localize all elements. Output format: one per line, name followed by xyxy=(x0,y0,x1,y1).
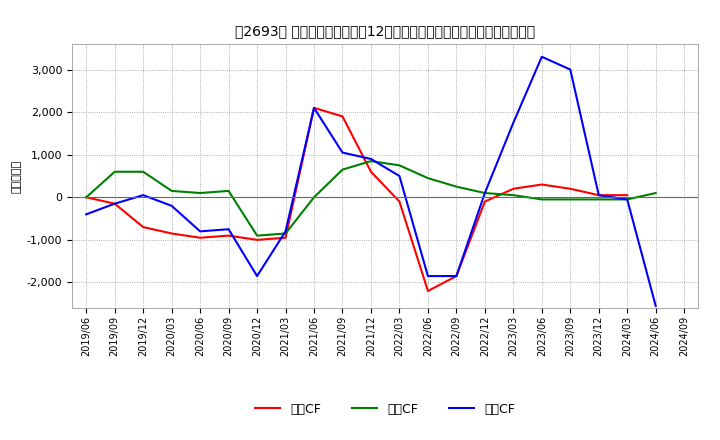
営業CF xyxy=(253,237,261,242)
フリCF xyxy=(139,193,148,198)
投資CF xyxy=(423,176,432,181)
Y-axis label: （百万円）: （百万円） xyxy=(11,159,21,193)
営業CF xyxy=(509,186,518,191)
フリCF xyxy=(196,229,204,234)
フリCF xyxy=(253,273,261,279)
営業CF xyxy=(310,105,318,110)
Line: フリCF: フリCF xyxy=(86,57,656,306)
営業CF xyxy=(196,235,204,240)
フリCF xyxy=(395,173,404,179)
フリCF xyxy=(310,105,318,110)
投資CF xyxy=(110,169,119,174)
フリCF xyxy=(167,203,176,209)
投資CF xyxy=(196,191,204,196)
フリCF xyxy=(452,273,461,279)
Title: 　2693、 キャッシュフローの12か月移動合計の対前年同期増減額の推移: 2693、 キャッシュフローの12か月移動合計の対前年同期増減額の推移 xyxy=(235,25,535,39)
営業CF xyxy=(537,182,546,187)
フリCF xyxy=(595,193,603,198)
営業CF xyxy=(282,235,290,240)
投資CF xyxy=(82,194,91,200)
投資CF xyxy=(282,231,290,236)
投資CF xyxy=(225,188,233,194)
フリCF xyxy=(652,303,660,308)
フリCF xyxy=(623,197,631,202)
営業CF xyxy=(566,186,575,191)
フリCF xyxy=(509,120,518,125)
投資CF xyxy=(537,197,546,202)
フリCF xyxy=(537,54,546,59)
フリCF xyxy=(566,67,575,72)
投資CF xyxy=(480,191,489,196)
投資CF xyxy=(139,169,148,174)
フリCF xyxy=(366,156,375,161)
営業CF xyxy=(82,194,91,200)
フリCF xyxy=(480,191,489,196)
投資CF xyxy=(595,197,603,202)
フリCF xyxy=(282,229,290,234)
営業CF xyxy=(338,114,347,119)
投資CF xyxy=(253,233,261,238)
営業CF xyxy=(167,231,176,236)
投資CF xyxy=(366,158,375,164)
営業CF xyxy=(395,199,404,204)
投資CF xyxy=(566,197,575,202)
Line: 投資CF: 投資CF xyxy=(86,161,656,235)
投資CF xyxy=(452,184,461,189)
営業CF xyxy=(623,193,631,198)
投資CF xyxy=(310,194,318,200)
投資CF xyxy=(167,188,176,194)
フリCF xyxy=(423,273,432,279)
Line: 営業CF: 営業CF xyxy=(86,108,627,291)
フリCF xyxy=(82,212,91,217)
営業CF xyxy=(366,169,375,174)
投資CF xyxy=(338,167,347,172)
投資CF xyxy=(652,191,660,196)
フリCF xyxy=(338,150,347,155)
営業CF xyxy=(139,224,148,230)
投資CF xyxy=(623,197,631,202)
営業CF xyxy=(110,201,119,206)
投資CF xyxy=(395,163,404,168)
フリCF xyxy=(225,227,233,232)
Legend: 営業CF, 投資CF, フリCF: 営業CF, 投資CF, フリCF xyxy=(250,398,521,421)
営業CF xyxy=(595,193,603,198)
投資CF xyxy=(509,193,518,198)
営業CF xyxy=(480,199,489,204)
営業CF xyxy=(225,233,233,238)
営業CF xyxy=(452,273,461,279)
フリCF xyxy=(110,201,119,206)
営業CF xyxy=(423,288,432,293)
